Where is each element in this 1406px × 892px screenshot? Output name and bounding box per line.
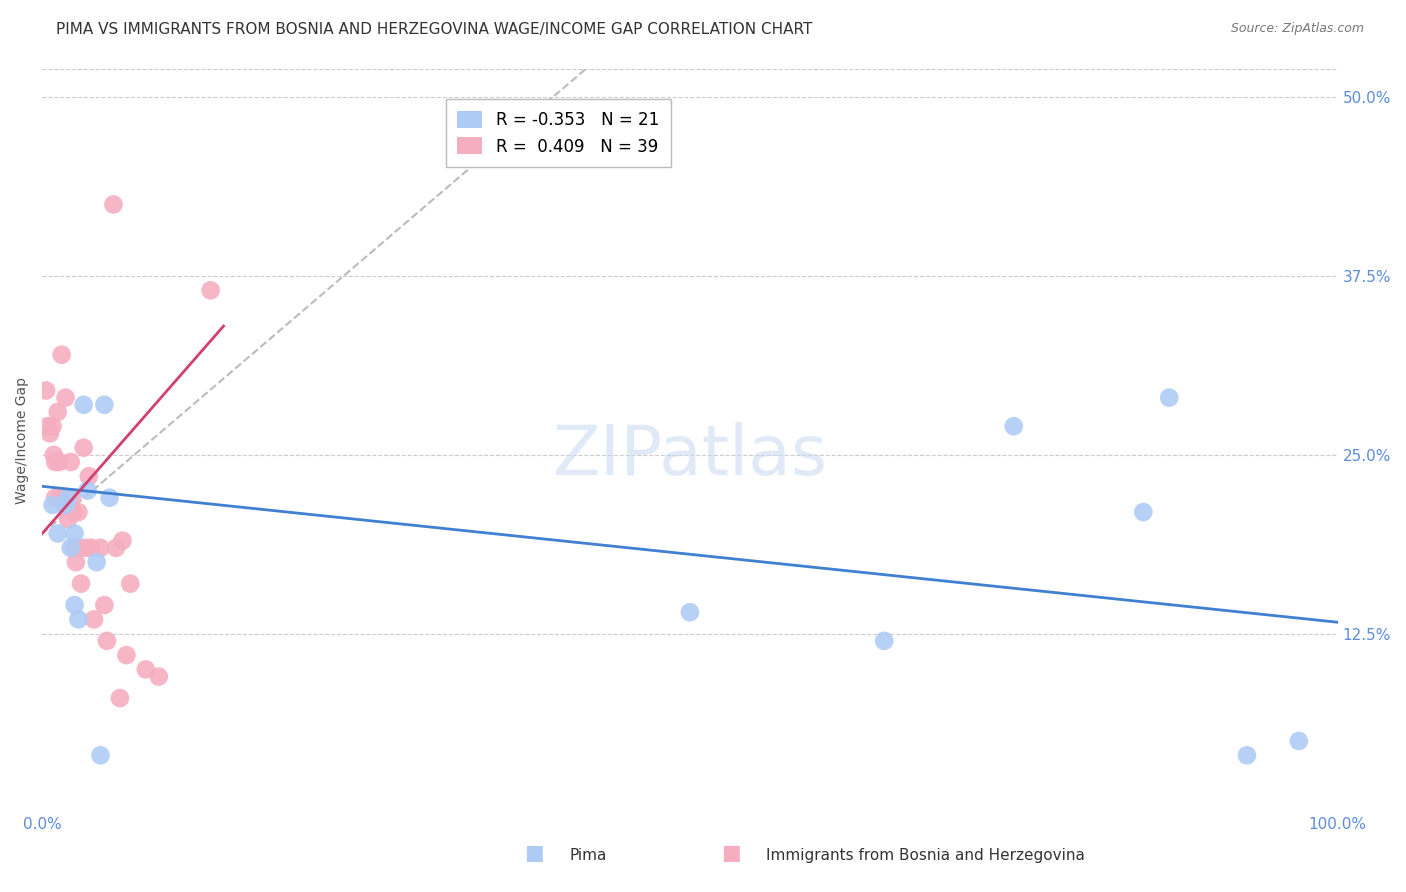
Text: ■: ■ [524, 844, 544, 863]
Text: Pima: Pima [569, 848, 607, 863]
Point [46, 405, 69, 419]
Y-axis label: Wage/Income Gap: Wage/Income Gap [15, 377, 30, 504]
Point [59, 541, 82, 555]
Point [44, 491, 66, 505]
Point [49, 491, 72, 505]
Point [148, 670, 170, 684]
Point [72, 441, 94, 455]
Point [56, 491, 79, 505]
Point [55, 498, 77, 512]
Text: Immigrants from Bosnia and Herzegovina: Immigrants from Bosnia and Herzegovina [766, 848, 1085, 863]
Point [111, 533, 134, 548]
Point [59, 455, 82, 469]
Point [63, 526, 86, 541]
Text: PIMA VS IMMIGRANTS FROM BOSNIA AND HERZEGOVINA WAGE/INCOME GAP CORRELATION CHART: PIMA VS IMMIGRANTS FROM BOSNIA AND HERZE… [56, 22, 813, 37]
Point [86, 555, 108, 569]
Point [63, 598, 86, 612]
Point [103, 197, 125, 211]
Point [41, 419, 63, 434]
Point [93, 398, 115, 412]
Point [67, 505, 90, 519]
Point [46, 526, 69, 541]
Point [1159, 391, 1181, 405]
Point [1236, 748, 1258, 763]
Text: ZIPatlas: ZIPatlas [553, 422, 827, 489]
Text: Source: ZipAtlas.com: Source: ZipAtlas.com [1230, 22, 1364, 36]
Point [83, 612, 105, 626]
Point [39, 426, 62, 441]
Point [1002, 419, 1025, 434]
Point [105, 541, 128, 555]
Point [37, 419, 59, 434]
Point [69, 541, 91, 555]
Point [67, 612, 90, 626]
Point [89, 748, 111, 763]
Point [72, 398, 94, 412]
Point [44, 455, 66, 469]
Point [56, 512, 79, 526]
Point [42, 448, 65, 462]
Legend: R = -0.353   N = 21, R =  0.409   N = 39: R = -0.353 N = 21, R = 0.409 N = 39 [446, 99, 671, 167]
Point [60, 491, 83, 505]
Point [120, 576, 142, 591]
Point [115, 648, 138, 662]
Point [89, 541, 111, 555]
Point [679, 605, 702, 619]
Text: ■: ■ [721, 844, 741, 863]
Point [70, 576, 93, 591]
Point [135, 663, 157, 677]
Point [93, 598, 115, 612]
Point [96, 633, 118, 648]
Point [873, 633, 896, 648]
Point [200, 283, 222, 297]
Point [76, 483, 98, 498]
Point [62, 505, 84, 519]
Point [56, 491, 79, 505]
Point [77, 469, 100, 483]
Point [55, 391, 77, 405]
Point [35, 384, 58, 398]
Point [80, 541, 103, 555]
Point [51, 348, 73, 362]
Point [75, 541, 97, 555]
Point [98, 491, 121, 505]
Point [41, 498, 63, 512]
Point [48, 455, 70, 469]
Point [1288, 734, 1310, 748]
Point [63, 541, 86, 555]
Point [108, 691, 131, 706]
Point [1132, 505, 1154, 519]
Point [65, 555, 87, 569]
